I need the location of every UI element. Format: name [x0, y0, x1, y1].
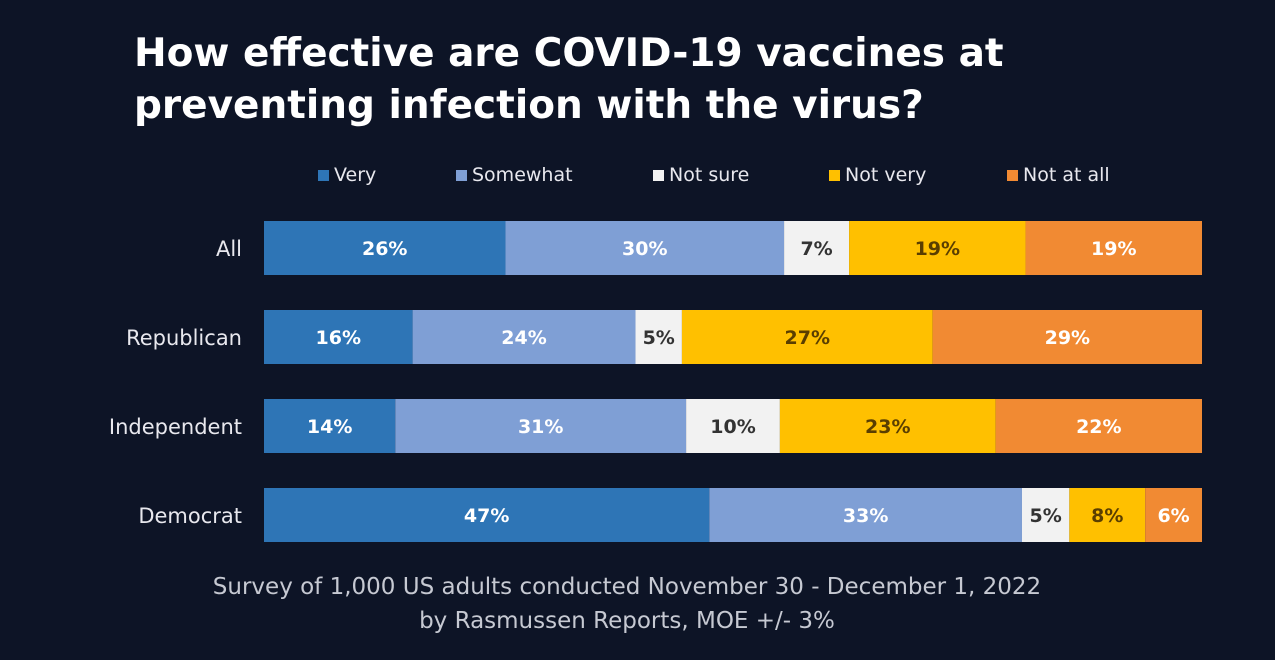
source-line-2: by Rasmussen Reports, MOE +/- 3%	[419, 608, 835, 634]
data-label-democrat-somewhat: 33%	[843, 505, 888, 527]
data-label-all-not-very: 19%	[915, 238, 960, 260]
data-label-independent-not-sure: 10%	[710, 416, 755, 438]
legend-item-not-sure: Not sure	[653, 162, 749, 188]
bar-democrat-not-sure	[1021, 488, 1070, 542]
category-label-republican: Republican	[126, 326, 242, 350]
category-label-independent: Independent	[109, 415, 242, 439]
data-label-all-not-at-all: 19%	[1091, 238, 1136, 260]
legend-item-very: Very	[318, 162, 376, 188]
legend-swatch-not-sure	[653, 169, 664, 181]
category-label-democrat: Democrat	[138, 504, 242, 528]
chart-title: How effective are COVID-19 vaccines at p…	[134, 31, 1004, 128]
data-label-republican-not-sure: 5%	[643, 327, 675, 349]
legend-swatch-not-very	[829, 169, 840, 181]
bar-independent-not-very	[779, 399, 996, 453]
bar-democrat-not-very	[1069, 488, 1146, 542]
data-label-democrat-very: 47%	[464, 505, 509, 527]
bar-all-not-at-all	[1025, 221, 1202, 275]
bar-democrat-not-at-all	[1145, 488, 1202, 542]
data-label-independent-not-very: 23%	[865, 416, 910, 438]
bar-independent-not-at-all	[995, 399, 1202, 453]
bar-republican-very	[264, 310, 413, 364]
legend-label-not-sure: Not sure	[669, 164, 750, 186]
legend-item-somewhat: Somewhat	[456, 162, 573, 188]
bar-democrat-very	[264, 488, 710, 542]
data-label-republican-somewhat: 24%	[501, 327, 546, 349]
data-label-republican-not-very: 27%	[785, 327, 830, 349]
legend-label-somewhat: Somewhat	[472, 164, 573, 186]
bar-all-somewhat	[505, 221, 785, 275]
legend-swatch-very	[318, 169, 329, 181]
bar-republican-somewhat	[412, 310, 636, 364]
legend-item-not-at-all: Not at all	[1007, 162, 1110, 188]
bar-republican-not-sure	[635, 310, 682, 364]
bar-republican-not-very	[681, 310, 933, 364]
bar-independent-very	[264, 399, 396, 453]
bar-all-very	[264, 221, 506, 275]
bar-independent-somewhat	[395, 399, 687, 453]
data-label-democrat-not-at-all: 6%	[1157, 505, 1189, 527]
bar-all-not-very	[849, 221, 1026, 275]
stacked-bar-chart: All 26% 30% 7% 19% 19% Republican 16% 24% 5% 27% 29…	[109, 221, 1202, 542]
legend-item-not-very: Not very	[829, 162, 926, 188]
data-label-republican-not-at-all: 29%	[1045, 327, 1090, 349]
bar-independent-not-sure	[686, 399, 780, 453]
data-label-all-very: 26%	[362, 238, 407, 260]
data-label-democrat-not-sure: 5%	[1030, 505, 1062, 527]
bar-republican-not-at-all	[932, 310, 1202, 364]
legend: Very Somewhat Not sure Not very Not at a…	[0, 162, 1275, 188]
data-label-all-not-sure: 7%	[800, 238, 832, 260]
data-label-independent-somewhat: 31%	[518, 416, 563, 438]
data-label-democrat-not-very: 8%	[1091, 505, 1123, 527]
legend-label-not-very: Not very	[845, 164, 927, 186]
bar-all-not-sure	[784, 221, 850, 275]
legend-label-not-at-all: Not at all	[1023, 164, 1110, 186]
legend-label-very: Very	[334, 164, 377, 186]
data-label-republican-very: 16%	[316, 327, 361, 349]
legend-swatch-somewhat	[456, 169, 467, 181]
data-label-independent-not-at-all: 22%	[1076, 416, 1121, 438]
data-label-all-somewhat: 30%	[622, 238, 667, 260]
legend-swatch-not-at-all	[1007, 169, 1018, 181]
bar-democrat-somewhat	[709, 488, 1022, 542]
category-label-all: All	[216, 237, 242, 261]
source-line-1: Survey of 1,000 US adults conducted Nove…	[212, 574, 1042, 600]
data-label-independent-very: 14%	[307, 416, 352, 438]
source-note: Survey of 1,000 US adults conducted Nove…	[0, 570, 1254, 638]
